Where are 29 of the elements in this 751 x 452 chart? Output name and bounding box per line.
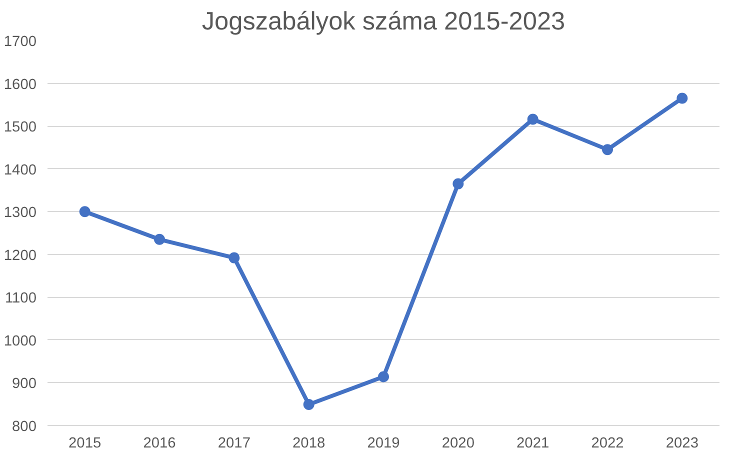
y-tick-label: 1400 bbox=[4, 162, 37, 178]
point bbox=[676, 92, 688, 104]
y-tick-label: 1100 bbox=[4, 290, 37, 307]
x-tick-label: 2022 bbox=[591, 436, 624, 452]
point bbox=[452, 178, 464, 190]
y-tick-label: 1600 bbox=[4, 76, 37, 93]
chart-title: Jogszabályok száma 2015-2023 bbox=[202, 8, 566, 36]
point bbox=[154, 234, 165, 245]
y-tick-label: 1500 bbox=[4, 120, 37, 136]
x-tick-label: 2023 bbox=[666, 436, 698, 452]
x-tick-label: 2020 bbox=[442, 436, 474, 452]
point bbox=[527, 114, 538, 125]
point bbox=[378, 371, 389, 382]
point bbox=[602, 144, 613, 156]
y-tick-label: 1200 bbox=[4, 248, 37, 264]
point bbox=[303, 399, 314, 410]
point bbox=[228, 252, 240, 264]
point bbox=[79, 206, 90, 218]
y-tick-label: 900 bbox=[12, 376, 37, 392]
x-tick-label: 2016 bbox=[143, 436, 176, 452]
x-tick-label: 2018 bbox=[292, 436, 326, 452]
x-tick-label: 2015 bbox=[68, 436, 102, 452]
x-tick-label: 2017 bbox=[218, 436, 250, 452]
x-tick-label: 2019 bbox=[367, 436, 400, 452]
x-tick-label: 2021 bbox=[516, 436, 550, 452]
y-tick-label: 1300 bbox=[4, 205, 37, 222]
y-tick-label: 1000 bbox=[4, 333, 37, 350]
y-tick-label: 1700 bbox=[4, 34, 37, 50]
y-tick-label: 800 bbox=[12, 419, 37, 435]
